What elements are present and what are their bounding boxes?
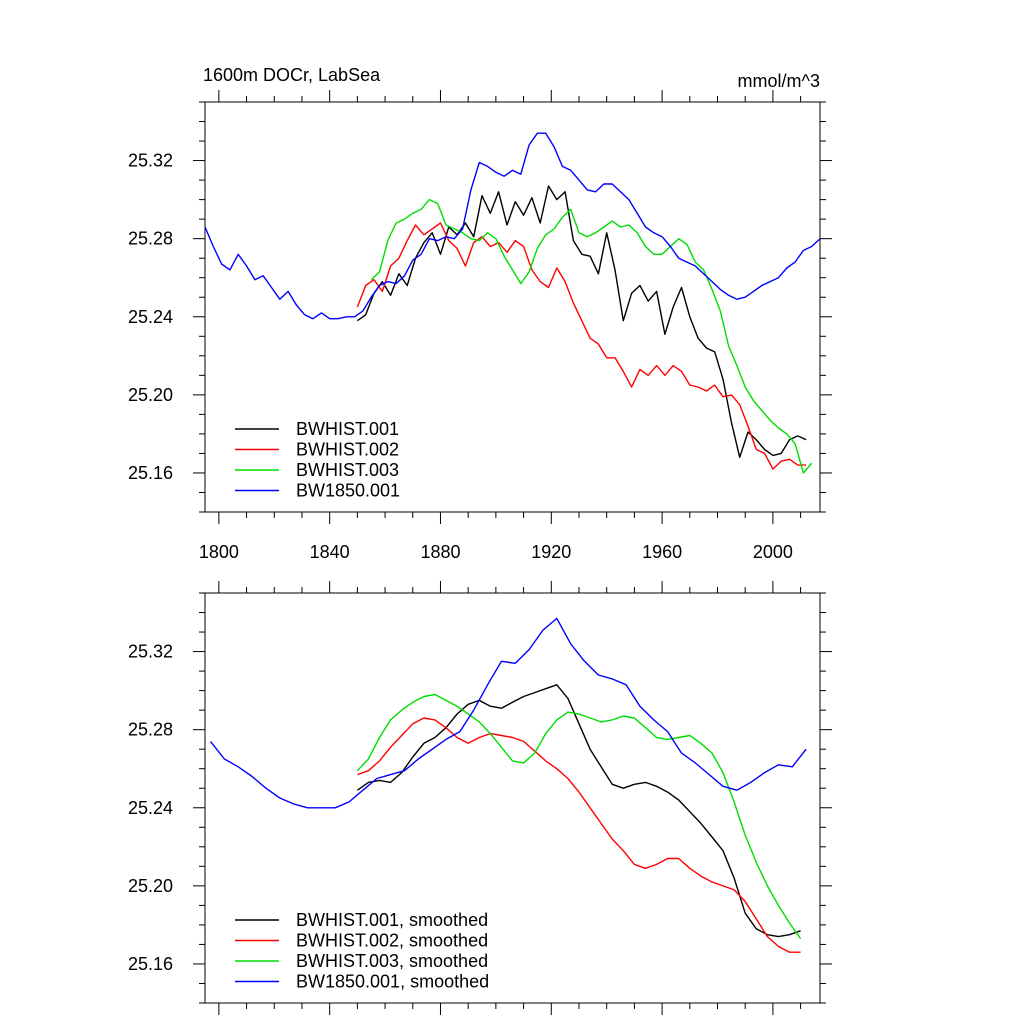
- bottom-panel: 25.16 25.20 25.24 25.28 25.32 BWHIST.001, smo…: [128, 581, 832, 1015]
- plot-frame: [204, 101, 821, 513]
- y-tick-label: 25.16: [128, 954, 173, 974]
- legend-label: BWHIST.002: [296, 440, 399, 460]
- y-tick-label: 25.32: [128, 642, 173, 662]
- series-line-bwhist-003: [370, 198, 813, 474]
- x-tick-label: 1800: [199, 542, 239, 562]
- y-tick-label: 25.20: [128, 385, 173, 405]
- series-line-bw1850-001-smoothed: [209, 617, 807, 809]
- x-tick-label: 1960: [642, 542, 682, 562]
- series-line-bwhist-001: [356, 185, 807, 458]
- y-tick-label: 25.24: [128, 307, 173, 327]
- y-tick-label: 25.32: [128, 151, 173, 171]
- top-panel: 25.16 25.20 25.24 25.28 25.32 1800 1840 1880 192…: [128, 90, 832, 562]
- x-tick-label: 1840: [310, 542, 350, 562]
- units-label: mmol/m^3: [738, 71, 820, 91]
- y-tick-label: 25.16: [128, 463, 173, 483]
- plot-frame: [204, 592, 821, 1004]
- legend-label: BW1850.001, smoothed: [296, 972, 489, 992]
- legend-label: BWHIST.002, smoothed: [296, 931, 488, 951]
- legend-label: BWHIST.003, smoothed: [296, 951, 488, 971]
- y-tick-label: 25.28: [128, 720, 173, 740]
- y-tick-label: 25.28: [128, 229, 173, 249]
- series-line-bwhist-003-smoothed: [356, 693, 802, 940]
- series-line-bw1850-001: [204, 132, 821, 320]
- y-tick-label: 25.20: [128, 876, 173, 896]
- series-line-bwhist-002-smoothed: [357, 717, 801, 953]
- series-line-bwhist-001-smoothed: [356, 684, 801, 938]
- x-tick-label: 1880: [420, 542, 460, 562]
- series-line-bwhist-002: [356, 222, 807, 470]
- legend-label: BWHIST.001: [296, 419, 399, 439]
- legend-label: BWHIST.003: [296, 460, 399, 480]
- chart-title: 1600m DOCr, LabSea: [203, 65, 381, 85]
- x-tick-label: 1920: [531, 542, 571, 562]
- legend-label: BW1850.001: [296, 481, 400, 501]
- legend-label: BWHIST.001, smoothed: [296, 910, 488, 930]
- x-tick-label: 2000: [753, 542, 793, 562]
- y-tick-label: 25.24: [128, 798, 173, 818]
